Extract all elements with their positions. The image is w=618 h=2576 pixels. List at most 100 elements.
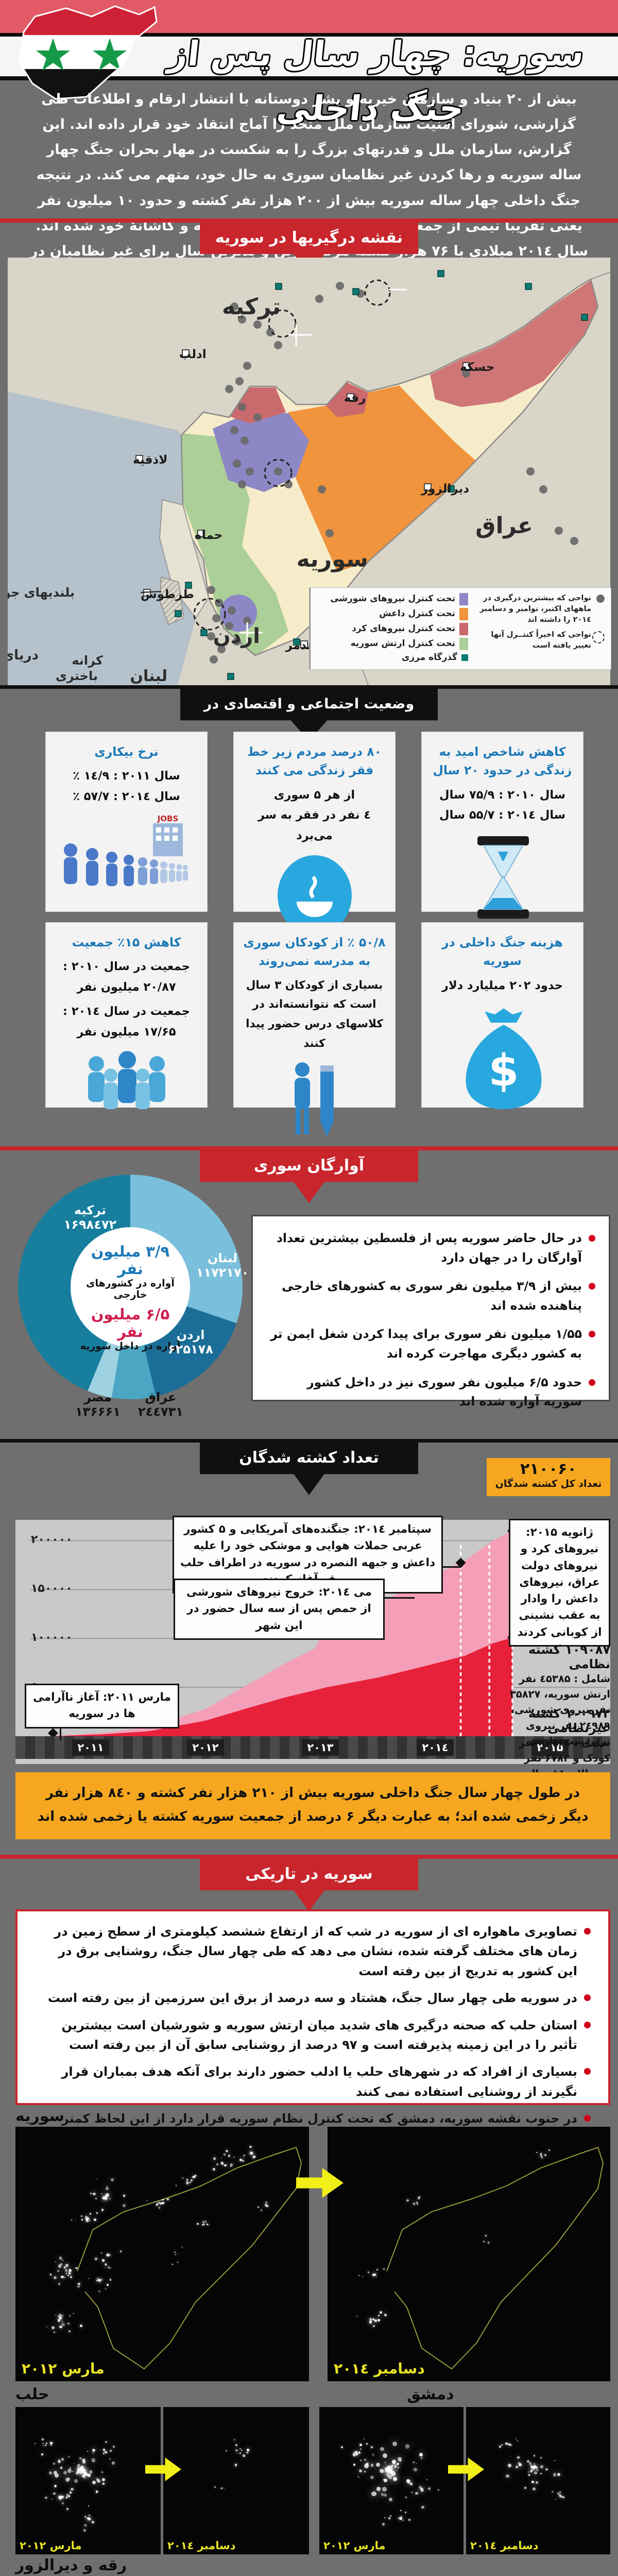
sat-image-aleppo-2014: دسامبر ۲۰۱٤ [163,2407,309,2554]
darkness-fact: استان حلب که صحنه درگیری های شدید میان ا… [35,2015,591,2055]
legend-label: تحت کنترل داعش [379,608,455,619]
y-tick: ۱۵۰۰۰۰ [31,1582,73,1595]
sat-date-label: دسامبر ۲۰۱٤ [334,2360,425,2377]
sat-date-label: مارس ۲۰۱۲ [323,2539,386,2552]
card-line: سال ۲۰۱۰ : ۷۵/۹ سال [439,788,565,802]
darkness-facts-box: تصاویری ماهواره ای از سوریه در شب که از … [15,1909,610,2146]
civilian-deaths-value: ۱۰۰۹۷۳ کشته غیرنظامی [528,1706,610,1735]
year-label: ۲۰۱۱ [72,1739,109,1756]
svg-text:$: $ [488,1045,519,1096]
callout-connector [443,1566,461,1568]
darkness-banner-label: سوریه در تاریکی [245,1865,373,1883]
donut-hole [71,1227,190,1347]
internal-refugees-value: ۶/۵ میلیون نفر [91,1306,170,1341]
card-poverty: ۸۰ درصد مردم زیر خط فقر زندگی می کنند از… [233,732,396,936]
card-line: بسیاری از کودکان ۳ سال است که نتوانسته‌ا… [246,978,383,1050]
card-title: ۸۰ درصد مردم زیر خط فقر زندگی می کنند [247,744,382,778]
military-deaths-detail: شامل : ٤۵۳۸۵ نفر ارتش سوریه، ۳۵۸۲۷ نفر ن… [509,1673,610,1747]
card-school: ۵۰/۸ ٪ از کودکان سوری به مدرسه نمی‌روند … [233,922,396,1137]
region-syrian-army [181,433,288,655]
legend-chip-rebels [459,593,468,605]
legend-chip-army [459,638,468,650]
legend-label: تحت کنترل نیروهای شورشی [330,594,455,604]
sat-date-label: مارس ۲۰۱۲ [20,2539,82,2552]
donut-label-jordan: اردن ۶۲۵۱۷۸ [168,1328,213,1357]
donut-label-lebanon: لبنان ۱۱۷۲۱۷۰ [196,1251,249,1280]
sat-image-syria-2012: مارس ۲۰۱۲ [15,2127,309,2381]
section-rule [0,1855,618,1859]
darkness-fact: تصاویری ماهواره ای از سوریه در شب که از … [35,1922,591,1981]
country-label-syria: سوریه [297,546,368,572]
svg-text:JOBS: JOBS [157,814,179,823]
card-line: سال ۲۰۱۱ : ۱٤/۹ ٪ [73,769,180,783]
region-isis [286,383,497,572]
card-life-expectancy: کاهش شاخص امید به زندگی در حدود ۲۰ سال س… [421,732,583,919]
hourglass-icon [477,836,529,919]
card-title: کاهش شاخص امید به زندگی در حدود ۲۰ سال [433,744,572,778]
civilian-deaths-note: ۱۰۰۹۷۳ کشته غیرنظامی شامل : ۱۰۶۶٤ نفر کو… [507,1706,610,1782]
food-bowl-icon [278,855,352,936]
legend-chip-isis [459,608,468,620]
y-tick: ۲۰۰۰۰۰ [31,1533,73,1546]
y-tick: ۱۰۰۰۰۰ [31,1631,73,1644]
conflict-dots [207,282,578,664]
callout-connector [385,1597,415,1599]
crosshair-markers [239,289,407,643]
card-line: جمعیت در سال ۲۰۱٤ : ۱۷/۶۵ میلیون نفر [63,1005,190,1039]
lebanon-area [159,499,210,619]
legend-chip-crossing [461,654,468,662]
refugee-fact: حدود ۶/۵ میلیون نفر سوری نیز در داخل کشو… [266,1373,595,1412]
city-markers [135,349,470,648]
sat-date-label: دسامبر ۲۰۱٤ [167,2539,236,2552]
dashed-circle-icon [592,631,605,644]
city-label-idlib: ادلب [179,348,207,361]
money-bag-icon: $ [466,1008,542,1110]
sat-date-label: مارس ۲۰۱۲ [22,2360,105,2377]
military-deaths-note: ۱۰۹۰۸۷ کشته نظامی شامل : ٤۵۳۸۵ نفر ارتش … [507,1642,610,1749]
city-label-deir: دیرالزور [421,482,469,496]
darkness-fact: بسیاری از افراد که در شهرهای حلب یا ادلب… [35,2062,591,2102]
student-pencil-icon [295,1062,334,1137]
total-deaths-label: تعداد کل کشته شدگان [495,1478,602,1489]
sat-image-aleppo-2012: مارس ۲۰۱۲ [15,2407,161,2554]
city-label-palmyra: تدمر [285,639,312,652]
darkness-fact: در سوریه طی چهار سال جنگ، هشتاد و سه درص… [35,1988,591,2008]
year-label: ۲۰۱۵ [531,1739,569,1756]
darkness-section-banner: سوریه در تاریکی [200,1859,418,1911]
donut-label-iraq: عراق ۲٤٤۷۳۱ [138,1390,183,1419]
section-rule [0,1146,618,1150]
sat-date-label: دسامبر ۲۰۱٤ [470,2539,539,2552]
callout-may-2014: می ۲۰۱٤: خروج نیروهای شورشی از حمص پس از… [174,1579,385,1640]
conflict-dot-icon [596,595,605,603]
header-divider [0,76,618,80]
sat-image-damascus-2014: دسامبر ۲۰۱٤ [466,2407,610,2554]
sat-group-label-raqqa-deir: رقه و دیرالزور [15,2556,127,2574]
deaths-summary-box: در طول چهار سال جنگ داخلی سوریه بیش از ۲… [15,1772,610,1839]
west-bank-label-2: باختری [56,669,98,683]
legend-marker-label: نواحی که بیشترین درگیری در ماههای اکتبر،… [479,594,591,624]
card-title: نرخ بیکاری [94,744,159,759]
card-line: سال ۲۰۱٤ : ۵۵/۷ سال [439,808,565,822]
country-label-iraq: عراق [475,513,533,539]
section-rule [0,218,618,223]
sat-image-syria-2014: دسامبر ۲۰۱٤ [328,2127,610,2381]
map-legend: تحت کنترل نیروهای شورشی تحت کنترل داعش ت… [309,587,611,670]
donut-label-egypt: مصر ۱۳۶۶۶۱ [75,1390,121,1419]
sat-group-label-damascus: دمشق [407,2385,454,2403]
donut-center-text: ۳/۹ میلیون نفر آواره در کشورهای خارجی ۶/… [79,1243,182,1352]
legend-chip-kurds [459,623,468,635]
card-line: جمعیت در سال ۲۰۱۰ : ۲۰/۸۷ میلیون نفر [63,960,190,994]
refugee-fact: در حال حاضر سوریه پس از فلسطین بیشترین ت… [266,1229,595,1267]
deaths-section-banner: تعداد کشته شدگان [200,1443,418,1495]
sat-group-label-syria: سوریه [15,2107,65,2125]
legend-label: تحت کنترل ارتش سوریه [350,638,455,649]
total-deaths-value: ۲۱۰۰۶۰ [520,1460,577,1478]
city-label-latakia: لاذقیه [133,453,167,467]
border-crossing-markers [175,270,588,680]
card-unemployment: نرخ بیکاری سال ۲۰۱۱ : ۱٤/۹ ٪ سال ۲۰۱٤ : … [45,732,208,912]
callout-connector [60,1727,61,1740]
card-population: کاهش ۱۵٪ جمعیت جمعیت در سال ۲۰۱۰ : ۲۰/۸۷… [45,922,208,1109]
golan-label: بلندیهای جولان [8,585,75,600]
refugees-banner-label: آوارگان سوری [253,1157,365,1175]
